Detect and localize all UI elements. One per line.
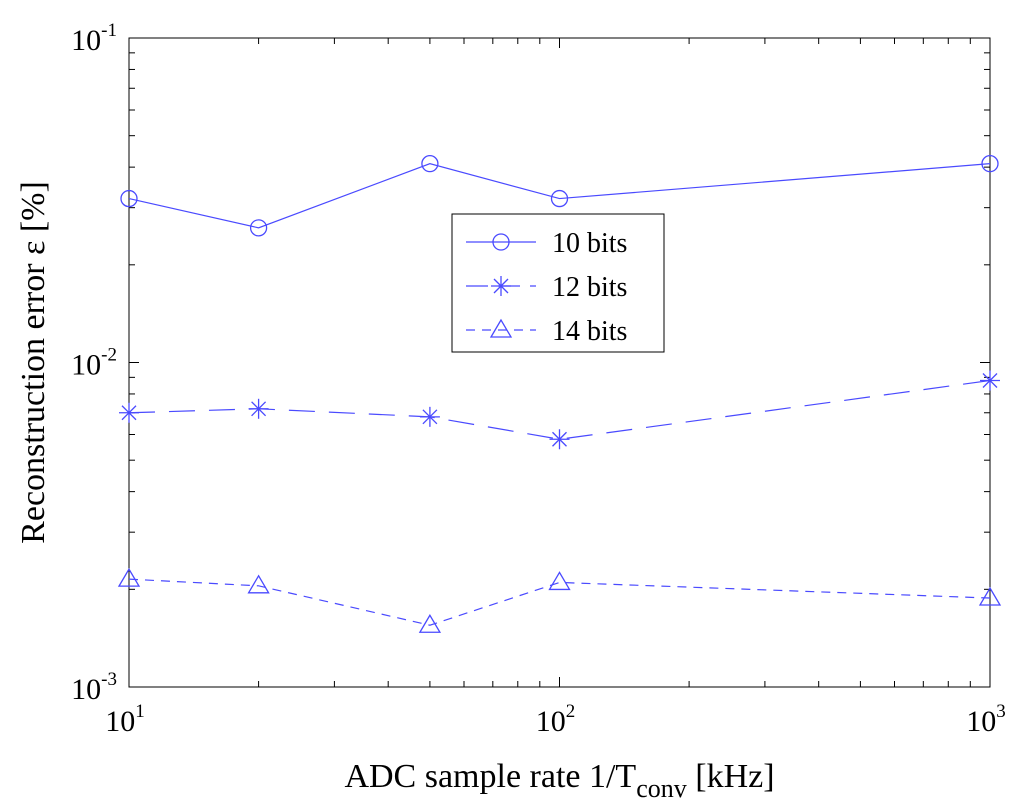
legend-label-12-bits: 12 bits	[552, 272, 627, 303]
legend-marker-10-bits	[492, 233, 510, 251]
data-point-14-bits	[247, 574, 270, 594]
legend-marker-14-bits	[489, 318, 513, 338]
data-point-12-bits	[248, 398, 269, 419]
data-point-10-bits-shape	[421, 155, 439, 173]
data-point-12-bits	[549, 429, 570, 450]
data-point-12-bits-stroke	[552, 431, 567, 447]
data-point-14-bits	[117, 567, 141, 587]
legend-marker-10-bits-shape	[492, 233, 510, 251]
data-point-14-bits-shape	[548, 571, 571, 591]
x-tick-label: 101	[105, 701, 145, 738]
data-point-12-bits-stroke	[251, 401, 267, 417]
series-line-10-bits	[128, 163, 991, 229]
data-point-12-bits	[980, 370, 1000, 391]
legend-marker-12-bits-stroke	[493, 278, 509, 294]
series-12-bits	[119, 370, 1000, 450]
y-axis-label: Reconstruction error ε [%]	[15, 181, 52, 544]
data-point-14-bits-shape	[978, 586, 1002, 606]
data-point-10-bits	[249, 219, 268, 237]
data-point-14-bits-shape	[418, 613, 442, 633]
y-tick-label: 10-2	[71, 345, 117, 382]
series-layer	[117, 155, 1002, 633]
x-tick-label: 102	[536, 701, 576, 738]
data-point-12-bits-stroke	[121, 405, 137, 421]
data-point-10-bits-shape	[550, 189, 569, 208]
data-point-12-bits-stroke	[422, 409, 438, 425]
series-line-14-bits	[128, 578, 991, 626]
legend: 10 bits 12 bits 14 bits	[451, 213, 665, 353]
data-point-14-bits	[418, 613, 442, 633]
series-14-bits	[117, 567, 1002, 633]
axes: 101 102 103 10-3 10-2 10-1 ADC sample rate 1/T…	[15, 20, 1006, 803]
legend-marker-12-bits	[491, 276, 511, 296]
data-point-14-bits-shape	[117, 567, 141, 587]
y-tick-label: 10-3	[71, 669, 117, 706]
legend-box	[451, 213, 665, 353]
x-tick-label: 103	[966, 701, 1006, 738]
x-axis-label: ADC sample rate 1/Tconv [kHz]	[344, 758, 774, 803]
data-point-14-bits	[548, 571, 571, 591]
legend-label-10-bits: 10 bits	[552, 228, 627, 259]
data-point-12-bits-stroke	[982, 373, 998, 388]
data-point-14-bits-shape	[247, 574, 270, 594]
data-point-10-bits-shape	[120, 189, 138, 208]
data-point-10-bits	[120, 189, 138, 208]
data-point-10-bits	[981, 155, 999, 173]
data-point-12-bits	[119, 402, 139, 423]
series-10-bits	[120, 155, 999, 237]
data-point-10-bits	[550, 189, 569, 208]
legend-marker-14-bits-shape	[489, 318, 513, 338]
legend-label-14-bits: 14 bits	[552, 316, 627, 347]
y-tick-label: 10-1	[71, 20, 117, 57]
data-point-10-bits	[421, 155, 439, 173]
data-point-12-bits	[419, 406, 440, 427]
data-point-10-bits-shape	[249, 219, 268, 237]
tick-marks	[128, 38, 990, 688]
data-point-14-bits	[978, 586, 1002, 606]
data-point-10-bits-shape	[981, 155, 999, 173]
